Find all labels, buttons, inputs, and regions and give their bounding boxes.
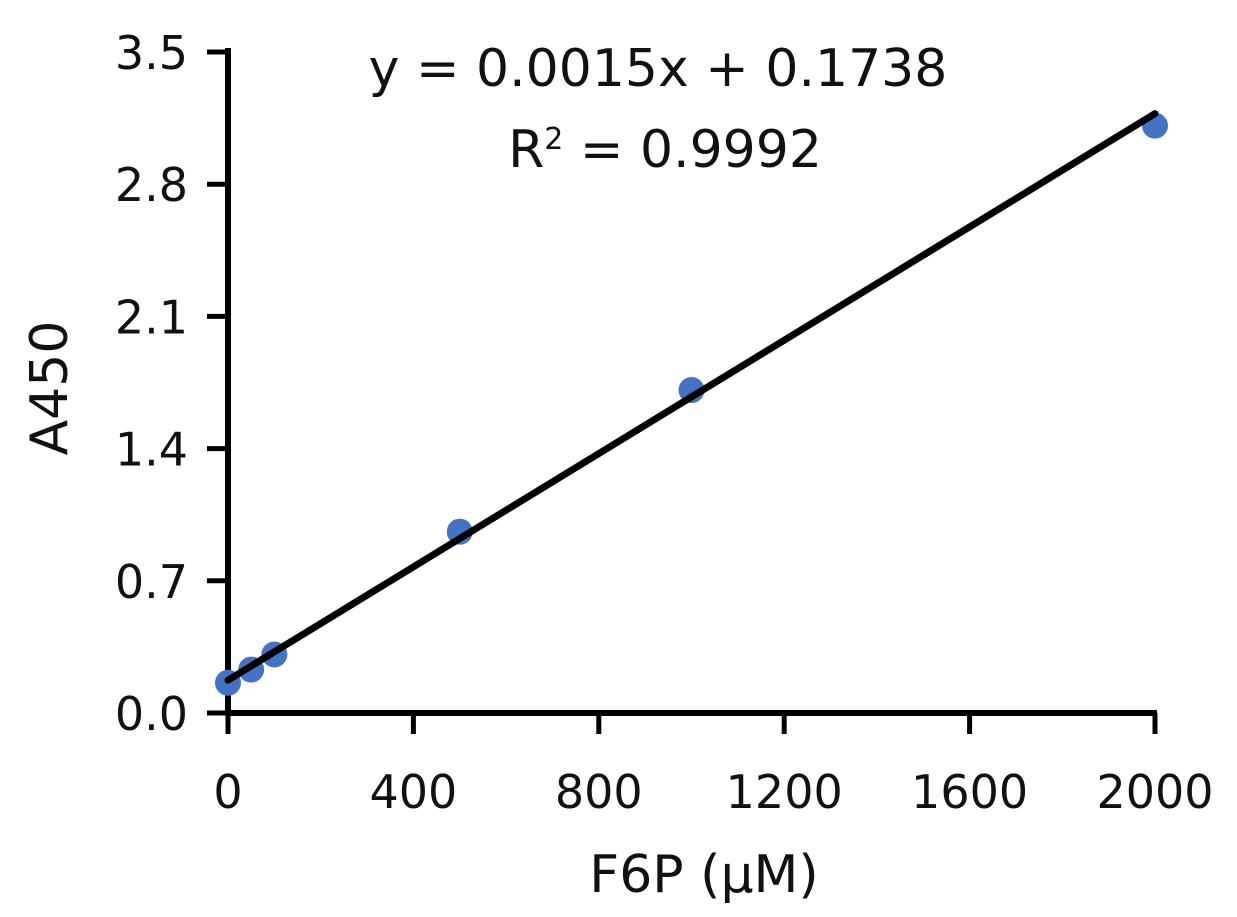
y-tick-label: 0.0 — [115, 687, 188, 741]
x-tick-label: 1600 — [911, 765, 1028, 819]
x-tick-label: 400 — [369, 765, 457, 819]
x-tick-label: 2000 — [1096, 765, 1213, 819]
trendline — [224, 110, 1159, 684]
r-squared-prefix: R — [508, 120, 544, 180]
r-squared-superscript: 2 — [544, 122, 563, 157]
y-tick-label: 3.5 — [115, 26, 188, 80]
y-tick-label: 2.1 — [115, 290, 188, 344]
x-axis-title: F6P (µM) — [589, 845, 818, 905]
ticks-layer: 0 400 800 1200 1600 2000 0.0 0.7 1.4 2.1 2.8 3.5 — [115, 26, 1214, 819]
x-tick-label: 1200 — [726, 765, 843, 819]
y-tick-label: 1.4 — [115, 423, 188, 477]
y-tick-label: 2.8 — [115, 158, 188, 212]
data-points — [215, 112, 1168, 696]
regression-equation: y = 0.0015x + 0.1738 — [369, 39, 948, 99]
x-tick-label: 800 — [555, 765, 643, 819]
y-axis-title: A450 — [20, 321, 80, 456]
x-tick-label: 0 — [213, 765, 242, 819]
y-tick-label: 0.7 — [115, 555, 188, 609]
r-squared-label: R2 = 0.9992 — [508, 120, 822, 180]
r-squared-value: = 0.9992 — [563, 120, 822, 180]
